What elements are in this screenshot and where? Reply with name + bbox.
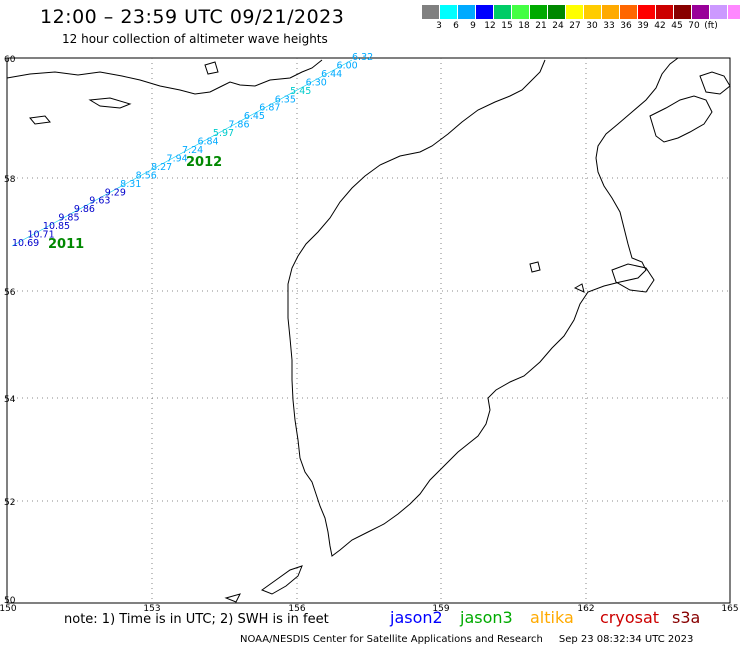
longitude-label: 156 bbox=[288, 604, 305, 614]
longitude-label: 153 bbox=[143, 604, 160, 614]
scale-label: 15 bbox=[501, 21, 513, 31]
wave-height-value: 10.71 bbox=[27, 230, 54, 241]
scale-label: 24 bbox=[552, 21, 564, 31]
wave-height-value: 6.32 bbox=[352, 52, 373, 63]
wave-height-value: 10.69 bbox=[12, 238, 39, 249]
latitude-label: 58 bbox=[4, 175, 16, 185]
pass-label-2012: 2012 bbox=[186, 155, 222, 170]
satellite-cryosat: cryosat bbox=[600, 608, 660, 627]
scale-swatch bbox=[728, 5, 740, 19]
scale-swatch bbox=[458, 5, 476, 19]
wave-height-value: 5.45 bbox=[290, 86, 311, 97]
satellite-jason3: jason3 bbox=[460, 608, 513, 627]
wave-height-scale-labels: 3 6 9 12 15 18 21 24 27 30 33 36 39 42 45 70 (ft) bbox=[422, 21, 740, 35]
scale-swatch bbox=[638, 5, 656, 19]
wave-height-value: 6.45 bbox=[244, 111, 265, 122]
wave-height-value: 8.27 bbox=[151, 162, 172, 173]
latitude-label: 56 bbox=[4, 288, 16, 298]
map-title: 12:00 – 23:59 UTC 09/21/2023 bbox=[40, 6, 345, 28]
pass-label-2011: 2011 bbox=[48, 237, 84, 252]
latitude-label: 52 bbox=[4, 498, 15, 508]
wave-height-value: 9.63 bbox=[89, 196, 110, 207]
scale-label: 45 bbox=[671, 21, 683, 31]
longitude-label: 162 bbox=[577, 604, 594, 614]
scale-label: 27 bbox=[569, 21, 581, 31]
wave-height-value: 8.31 bbox=[120, 179, 141, 190]
wave-height-value: 10.85 bbox=[43, 221, 70, 232]
wave-height-value: 6.87 bbox=[259, 103, 280, 114]
map-subtitle: 12 hour collection of altimeter wave hei… bbox=[62, 32, 328, 46]
credit-text: NOAA/NESDIS Center for Satellite Applica… bbox=[240, 634, 543, 645]
track-line bbox=[11, 59, 353, 247]
credit-line: NOAA/NESDIS Center for Satellite Applica… bbox=[240, 634, 693, 645]
scale-swatch bbox=[710, 5, 728, 19]
latitude-labels: 60 58 56 54 52 50 bbox=[4, 55, 16, 606]
scale-swatch bbox=[692, 5, 710, 19]
wave-height-value: 6.30 bbox=[306, 77, 327, 88]
latitude-label: 54 bbox=[4, 395, 16, 405]
coastline bbox=[6, 57, 731, 603]
wave-height-value: 5.97 bbox=[213, 128, 234, 139]
scale-label: 70 bbox=[688, 21, 700, 31]
map-frame bbox=[6, 57, 731, 604]
wave-height-value: 9.86 bbox=[74, 204, 95, 215]
longitude-labels: 150 153 156 159 162 165 bbox=[0, 604, 739, 614]
altimeter-track: 10.6910.7110.859.859.869.639.298.318.568… bbox=[11, 52, 373, 249]
scale-swatch bbox=[674, 5, 692, 19]
scale-label: 42 bbox=[654, 21, 666, 31]
longitude-label: 150 bbox=[0, 604, 17, 614]
satellite-s3a: s3a bbox=[672, 608, 701, 627]
scale-swatch bbox=[440, 5, 458, 19]
wave-height-value: 7.24 bbox=[182, 145, 203, 156]
wave-height-value: 7.94 bbox=[167, 153, 188, 164]
wave-height-value: 6.35 bbox=[275, 94, 296, 105]
scale-label: 36 bbox=[620, 21, 632, 31]
map-gridlines bbox=[7, 58, 730, 603]
scale-swatch bbox=[548, 5, 566, 19]
wave-height-value: 9.85 bbox=[58, 213, 79, 224]
scale-swatch bbox=[530, 5, 548, 19]
wave-height-color-scale bbox=[422, 5, 740, 19]
scale-swatch bbox=[620, 5, 638, 19]
scale-label: 3 bbox=[436, 21, 442, 31]
latitude-label: 60 bbox=[4, 55, 16, 65]
scale-label: 9 bbox=[470, 21, 476, 31]
wave-height-value: 7.86 bbox=[228, 120, 249, 131]
scale-swatch bbox=[476, 5, 494, 19]
scale-swatch bbox=[512, 5, 530, 19]
wave-height-value: 6.00 bbox=[337, 60, 358, 71]
scale-swatch bbox=[422, 5, 440, 19]
wave-height-value: 9.29 bbox=[105, 187, 126, 198]
scale-label: 30 bbox=[586, 21, 598, 31]
scale-label: 12 bbox=[484, 21, 496, 31]
scale-label: 6 bbox=[453, 21, 459, 31]
latitude-label: 50 bbox=[4, 596, 16, 606]
footnote: note: 1) Time is in UTC; 2) SWH is in fe… bbox=[64, 612, 329, 627]
longitude-label: 165 bbox=[721, 604, 738, 614]
scale-swatch bbox=[494, 5, 512, 19]
satellite-jason2: jason2 bbox=[390, 608, 443, 627]
longitude-label: 159 bbox=[432, 604, 449, 614]
scale-label: 39 bbox=[637, 21, 649, 31]
generated-timestamp: Sep 23 08:32:34 UTC 2023 bbox=[558, 634, 694, 645]
wave-height-value: 6.84 bbox=[197, 137, 218, 148]
wave-height-value: 6.44 bbox=[321, 69, 342, 80]
scale-swatch bbox=[656, 5, 674, 19]
scale-label: 33 bbox=[603, 21, 615, 31]
scale-label: 18 bbox=[518, 21, 530, 31]
scale-label: (ft) bbox=[704, 21, 718, 31]
satellite-altika: altika bbox=[530, 608, 574, 627]
scale-label: 21 bbox=[535, 21, 547, 31]
scale-swatch bbox=[566, 5, 584, 19]
scale-swatch bbox=[584, 5, 602, 19]
scale-swatch bbox=[602, 5, 620, 19]
wave-height-value: 8.56 bbox=[136, 170, 157, 181]
